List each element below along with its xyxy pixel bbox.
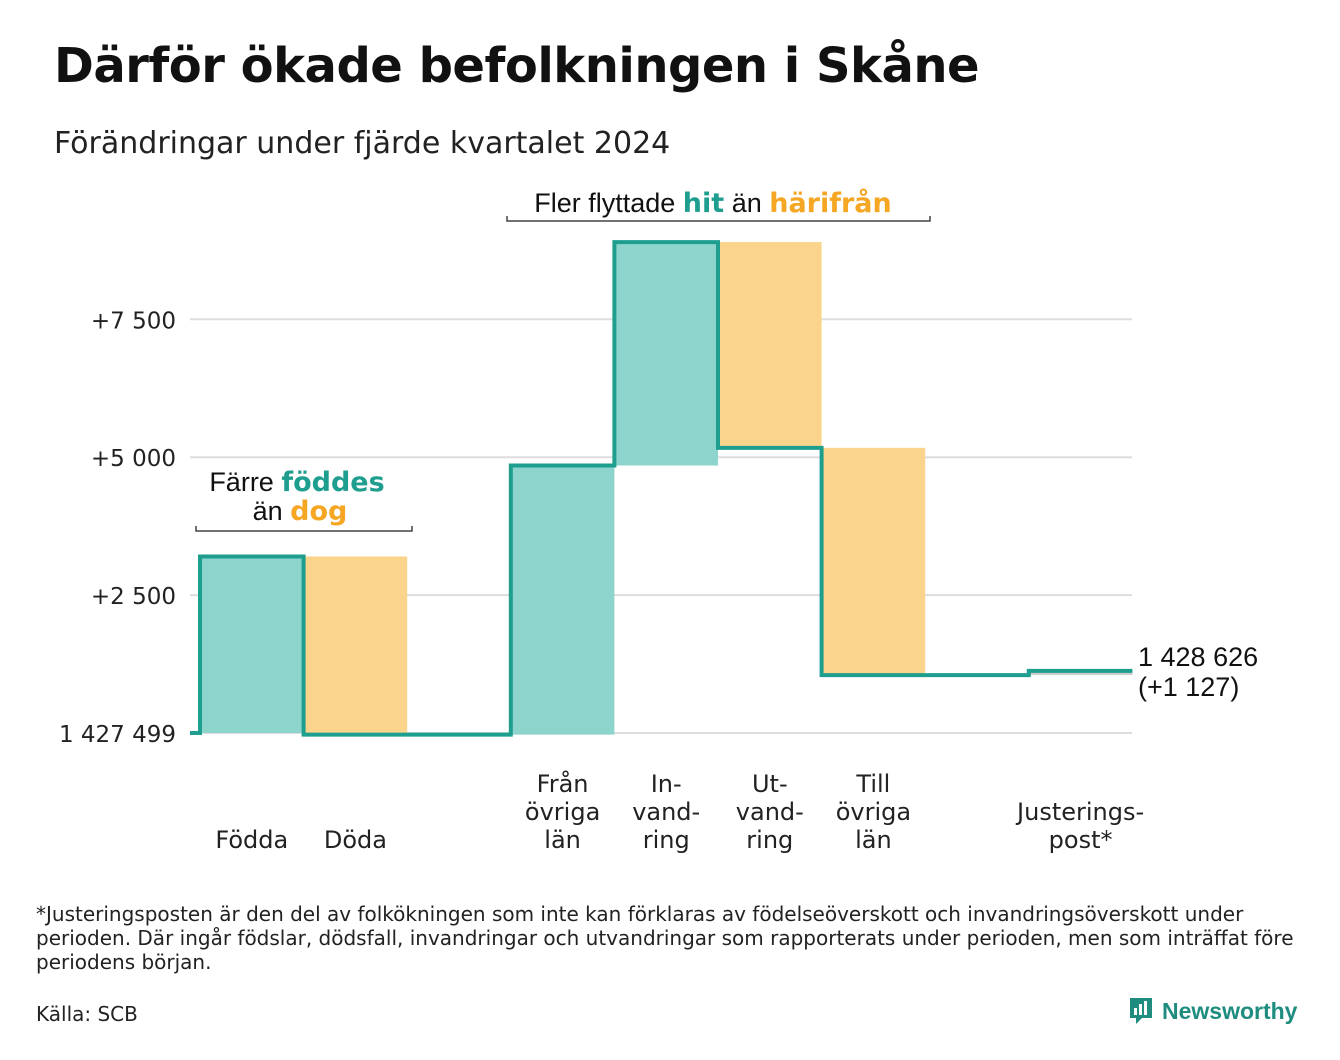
bar-f-dda [200,556,304,733]
bracket-migration [506,216,931,222]
annotation-text: än [724,188,769,218]
end-label-total: 1 428 626 [1138,642,1258,672]
annotation-text: Fler flyttade [534,188,683,218]
y-axis-labels: 1 427 499 +2 500 +5 000 +7 500 [59,308,176,748]
x-tick-label: övriga [525,798,600,826]
annotation-highlight-orange: dog [290,496,347,527]
x-tick-label: ring [746,826,793,854]
cumulative-step-line [190,240,1133,737]
bracket-births-deaths [195,526,413,532]
chart-title: Därför ökade befolkningen i Skåne [54,38,980,94]
bar-fr-n-vriga-l-n [510,465,615,735]
bars [200,242,1133,735]
x-tick-label: län [544,826,581,854]
x-tick-label: län [855,826,892,854]
x-tick-label: vand- [736,798,804,826]
x-tick-label: Till [855,770,890,798]
annotation-highlight-teal: föddes [281,467,384,498]
annotation-highlight-teal: hit [683,188,724,219]
footnote: *Justeringsposten är den del av folkökni… [36,902,1294,974]
y-tick-label: +5 000 [91,446,176,472]
annotation-text: Färre [209,467,281,497]
end-label: 1 428 626(+1 127) [1138,642,1258,702]
x-tick-label: vand- [632,798,700,826]
source-label: Källa: SCB [36,1002,138,1026]
annotation-births-line2: än dog [253,496,348,527]
y-tick-label-baseline: 1 427 499 [59,722,176,748]
x-tick-label: Ut- [752,770,788,798]
annotation-text: än [253,496,291,526]
bar-invandring [614,242,718,466]
brand: Newsworthy [1128,996,1297,1026]
chart-subtitle: Förändringar under fjärde kvartalet 2024 [54,126,671,161]
x-tick-label: övriga [836,798,911,826]
x-tick-label: Från [537,769,589,798]
waterfall-chart: 1 427 499 +2 500 +5 000 +7 500 Födda Döda Frå… [59,187,1258,854]
y-tick-label: +7 500 [91,308,176,334]
step-line [190,240,1133,737]
brand-name: Newsworthy [1162,997,1298,1024]
x-tick-label: Födda [215,826,288,854]
annotation-births-line1: Färre föddes [209,467,384,498]
x-tick-label: post* [1049,826,1113,854]
y-tick-label: +2 500 [91,584,176,610]
x-tick-label: In- [651,770,682,798]
bar-utvandring [718,242,822,448]
annotation-brackets [195,216,931,532]
bar-d-da [303,556,408,735]
x-tick-label: Justerings- [1015,798,1144,826]
end-label-change: (+1 127) [1138,672,1239,702]
bar-justeringspost- [1028,670,1133,676]
x-axis-labels: Födda DödaFrånövrigalänIn-vand-ringUt-van… [215,769,1144,854]
bar-till-vriga-l-n [821,447,926,676]
annotation-migration: Fler flyttade hit än härifrån [534,187,892,219]
x-tick-label: ring [643,826,690,854]
annotation-highlight-orange: härifrån [769,187,892,219]
newsworthy-logo-icon [1130,998,1152,1024]
x-tick-label: Döda [324,826,387,854]
